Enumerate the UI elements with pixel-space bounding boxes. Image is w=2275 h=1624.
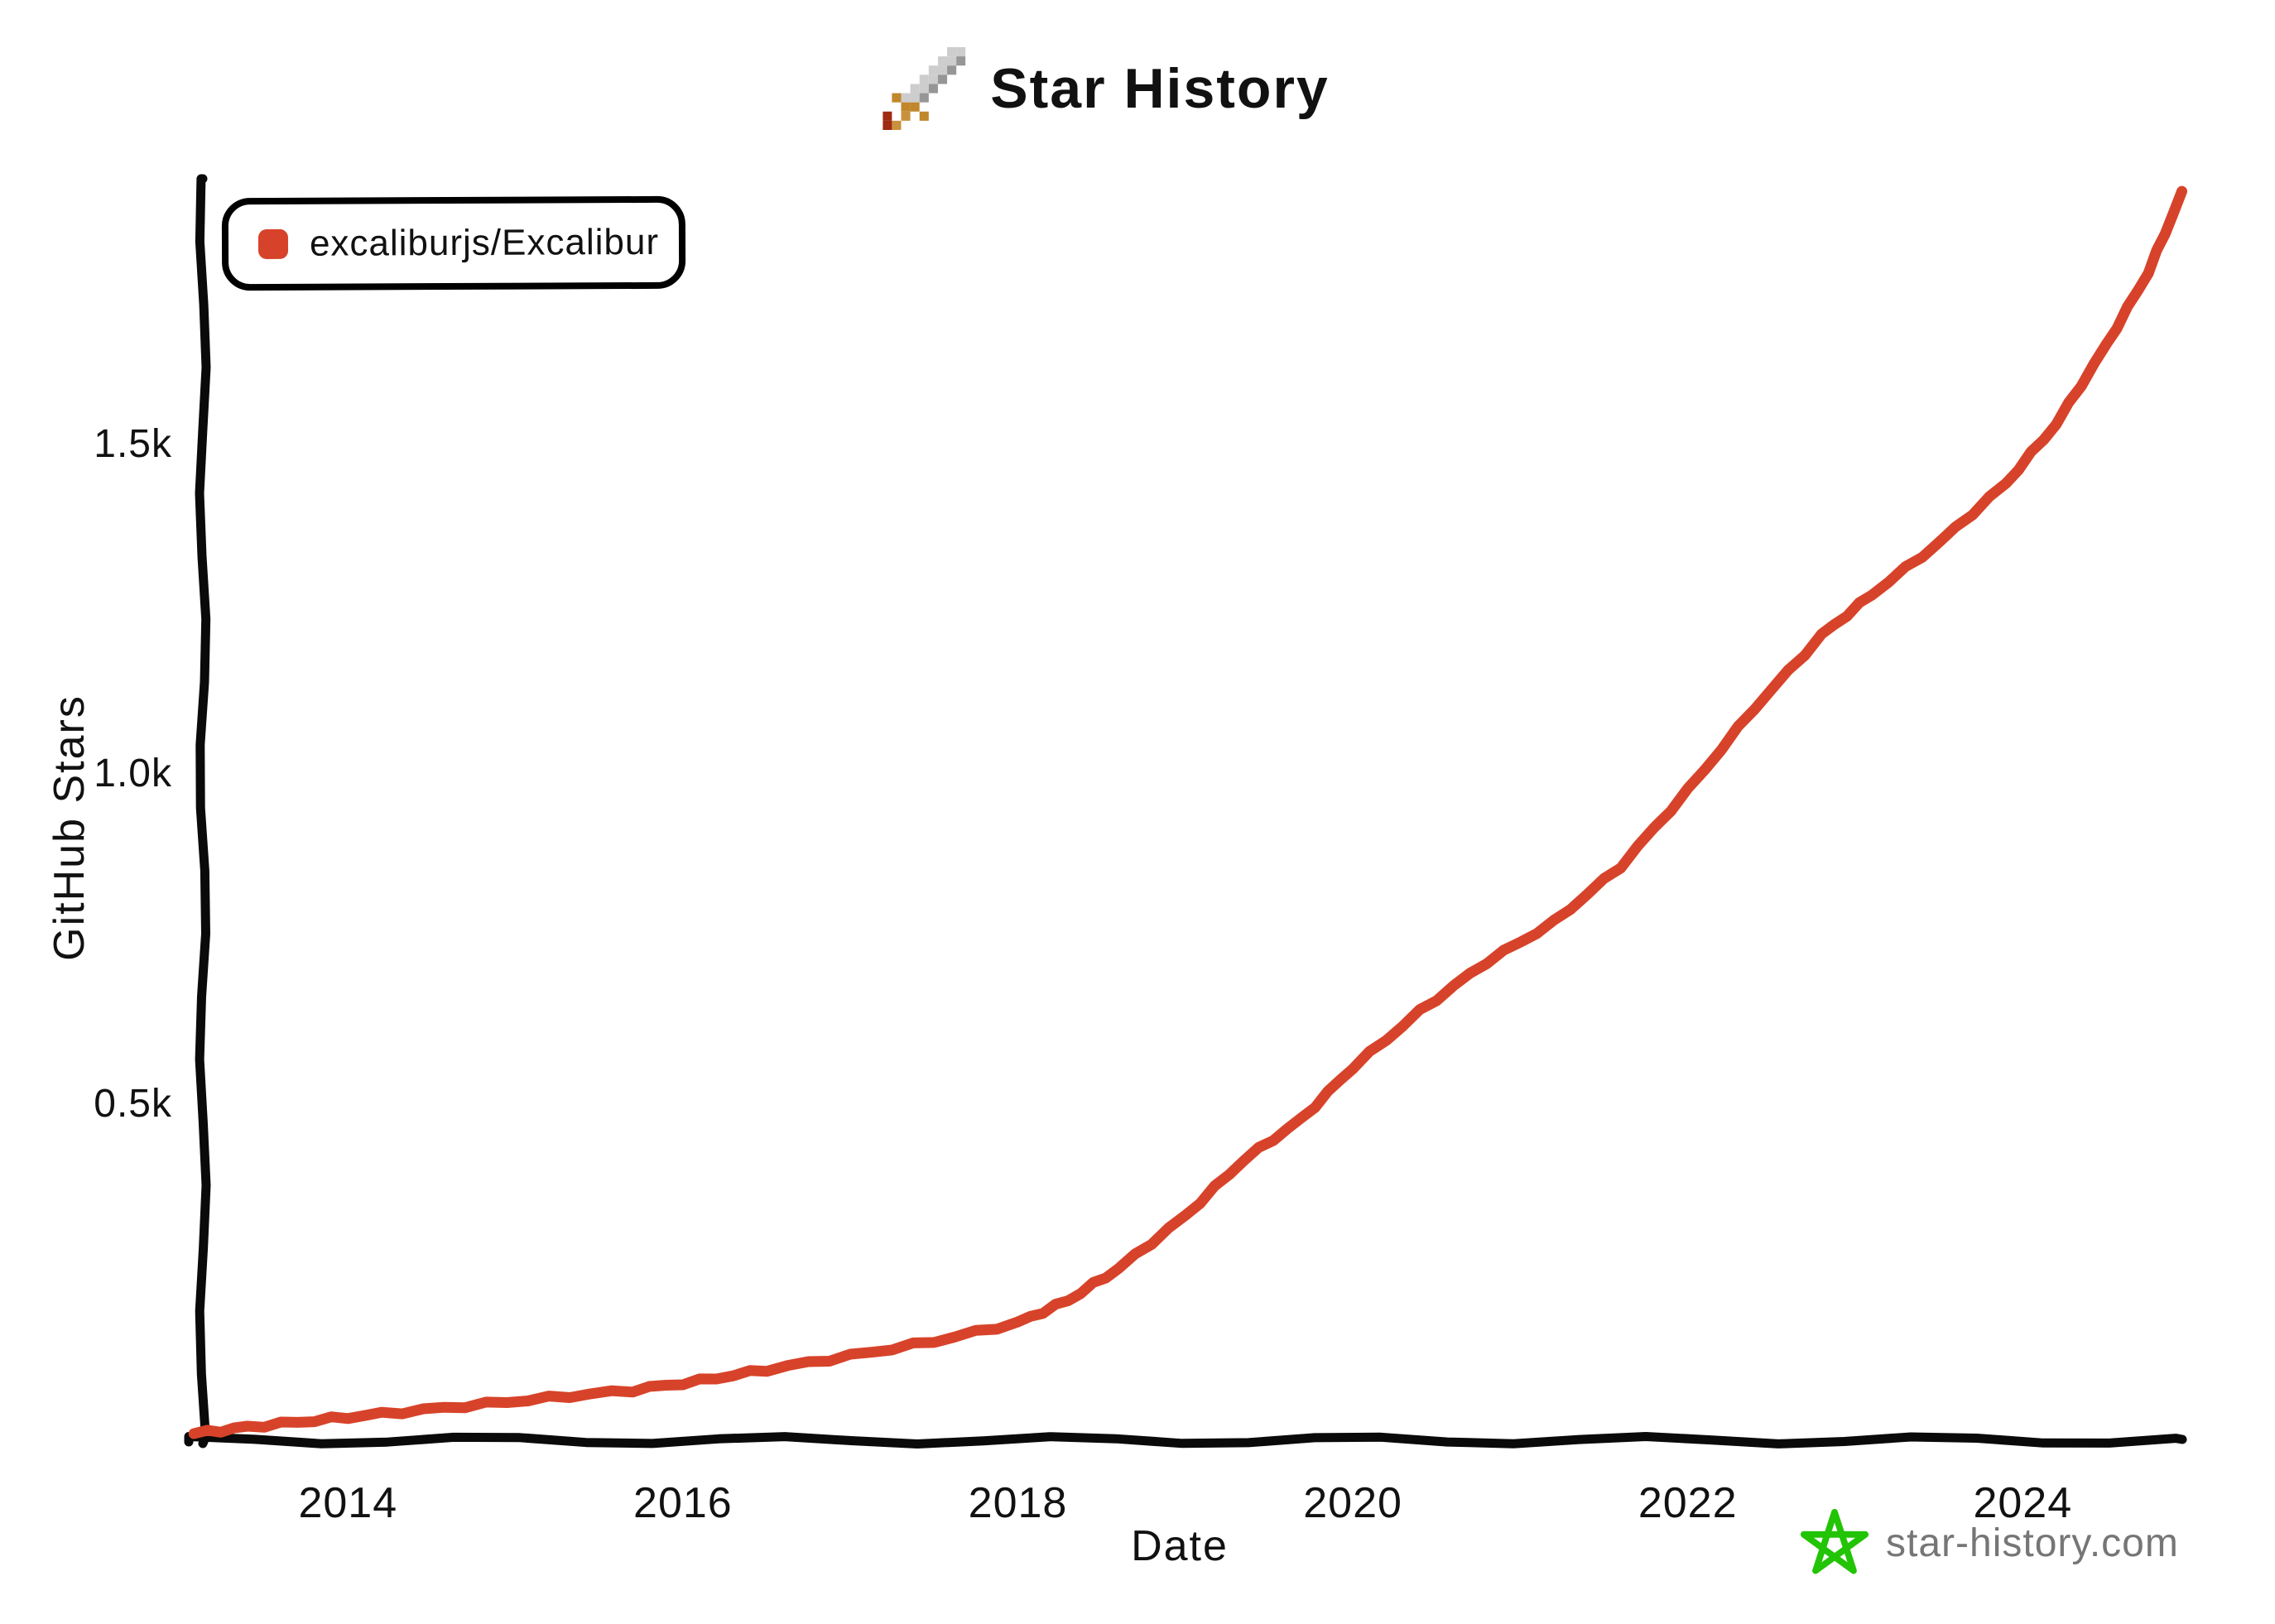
y-tick-label: 1.5k bbox=[94, 421, 172, 466]
legend-label: excaliburjs/Excalibur bbox=[309, 221, 660, 264]
chart-title: Star History bbox=[883, 43, 1329, 134]
y-axis-line bbox=[195, 174, 211, 1449]
y-axis-title: GitHub Stars bbox=[46, 694, 94, 961]
x-tick-label: 2018 bbox=[968, 1479, 1068, 1527]
green-star-icon bbox=[1800, 1508, 1869, 1574]
x-tick-label: 2016 bbox=[633, 1479, 733, 1527]
series-line-excaliburjs-excalibur bbox=[188, 185, 2187, 1439]
x-tick-label: 2014 bbox=[298, 1479, 398, 1527]
legend: excaliburjs/Excalibur bbox=[221, 195, 686, 291]
x-tick-label: 2024 bbox=[1973, 1479, 2073, 1527]
y-tick-label: 1.0k bbox=[94, 752, 172, 796]
pixel-sword-icon bbox=[883, 47, 966, 130]
legend-swatch bbox=[257, 228, 289, 260]
watermark-link[interactable]: star-history.com bbox=[1798, 1505, 2179, 1581]
watermark-text: star-history.com bbox=[1886, 1521, 2179, 1565]
x-tick-label: 2020 bbox=[1303, 1479, 1402, 1527]
x-axis-line bbox=[184, 1432, 2187, 1449]
x-axis-title: Date bbox=[1131, 1522, 1229, 1570]
x-tick-label: 2022 bbox=[1638, 1479, 1738, 1527]
y-tick-label: 0.5k bbox=[94, 1081, 172, 1126]
chart-title-text: Star History bbox=[990, 57, 1330, 120]
